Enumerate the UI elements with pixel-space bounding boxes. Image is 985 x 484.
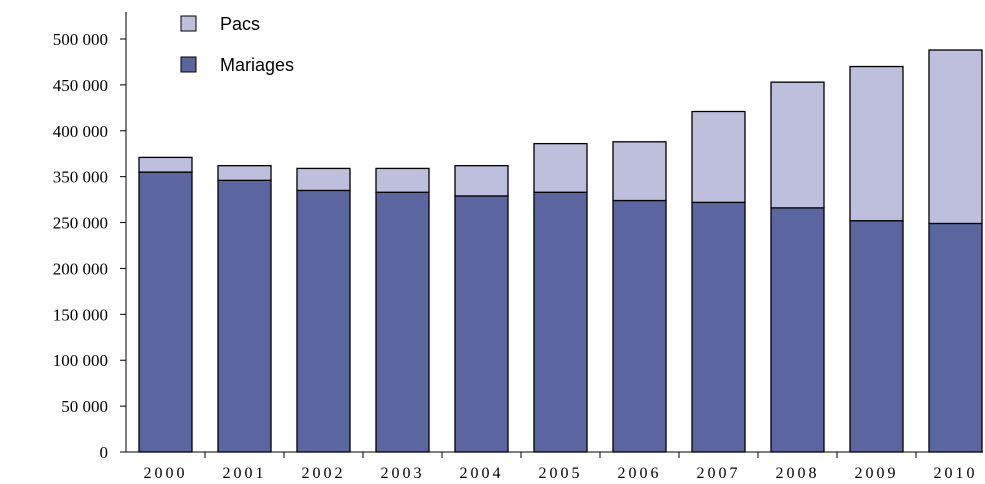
legend: Pacs Mariages (180, 14, 294, 75)
x-tick-label: 2010 (934, 465, 978, 482)
x-tick-label: 2002 (302, 465, 346, 482)
bar-pacs-2010 (928, 49, 983, 225)
x-tick-label: 2000 (144, 465, 188, 482)
x-tick-label: 2003 (381, 465, 425, 482)
bar-mariages-2002 (296, 189, 351, 453)
bar-mariages-2006 (612, 199, 667, 453)
legend-label-mariages: Mariages (220, 55, 294, 75)
bar-pacs-2007 (691, 110, 746, 204)
x-axis: 2000 2001 2002 2003 2004 2005 2006 2007 2008 2009… (126, 451, 983, 482)
bar-pacs-2000 (138, 156, 193, 173)
x-tick-label: 2007 (697, 465, 741, 482)
bar-pacs-2006 (612, 141, 667, 202)
bar-pacs-2002 (296, 167, 351, 192)
legend-swatch-mariages (180, 56, 197, 73)
bar-mariages-2003 (375, 191, 430, 453)
bar-mariages-2009 (849, 220, 904, 453)
plot-area (138, 49, 983, 453)
y-tick-label: 100 000 (53, 351, 108, 370)
y-tick-label: 450 000 (53, 76, 108, 95)
y-tick-label: 500 000 (53, 30, 108, 49)
y-tick-label: 150 000 (53, 305, 108, 324)
y-tick-label: 400 000 (53, 122, 108, 141)
x-tick-label: 2009 (855, 465, 899, 482)
bar-pacs-2005 (533, 142, 588, 193)
y-tick-label: 250 000 (53, 214, 108, 233)
x-tick-label: 2001 (223, 465, 267, 482)
y-tick-label: 0 (100, 443, 109, 462)
bar-pacs-2003 (375, 167, 430, 193)
bar-mariages-2005 (533, 191, 588, 453)
bar-pacs-2001 (217, 165, 272, 181)
bar-mariages-2010 (928, 222, 983, 453)
x-tick-label: 2008 (776, 465, 820, 482)
bar-mariages-2007 (691, 201, 746, 453)
y-tick-label: 200 000 (53, 259, 108, 278)
legend-label-pacs: Pacs (220, 14, 260, 34)
x-tick-label: 2005 (539, 465, 583, 482)
y-tick-label: 50 000 (61, 397, 108, 416)
x-tick-label: 2004 (460, 465, 504, 482)
legend-swatch-pacs (180, 15, 197, 32)
bar-mariages-2004 (454, 195, 509, 453)
bar-mariages-2000 (138, 171, 193, 453)
x-tick-label: 2006 (618, 465, 662, 482)
bar-pacs-2004 (454, 165, 509, 197)
y-tick-label: 350 000 (53, 168, 108, 187)
bar-pacs-2009 (849, 65, 904, 222)
y-axis: 0 50 000 100 000 150 000 200 000 250 000 350 0… (53, 12, 127, 462)
bar-mariages-2001 (217, 179, 272, 453)
bar-mariages-2008 (770, 207, 825, 453)
bar-pacs-2008 (770, 81, 825, 209)
